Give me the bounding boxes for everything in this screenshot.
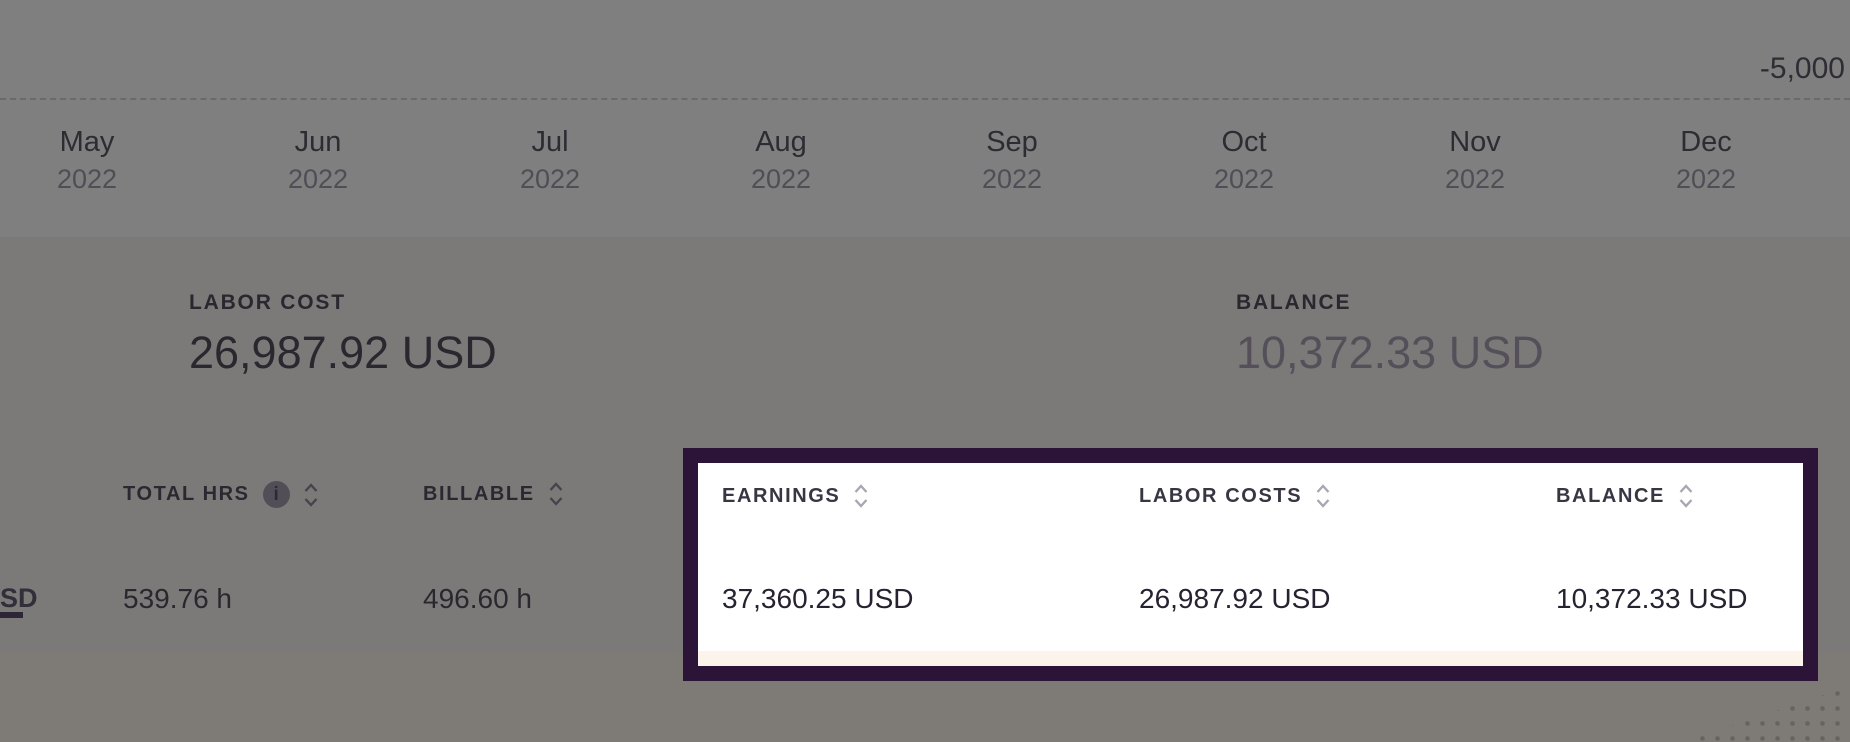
chart-y-axis-label: -5,000 (1759, 52, 1845, 85)
column-header-label: TOTAL HRS (123, 483, 250, 505)
month-year: 2022 (750, 164, 812, 194)
column-header-label: BALANCE (1556, 484, 1665, 507)
billable-cell: 496.60 h (423, 583, 532, 614)
month-name: Sep (986, 126, 1038, 158)
column-header-balance[interactable]: BALANCE (1556, 483, 1694, 509)
sort-icon[interactable] (853, 483, 869, 509)
x-axis-month-label: Oct 2022 (1164, 127, 1324, 193)
month-year: 2022 (56, 164, 118, 194)
labor-cost-stat: LABOR COST 26,987.92 USD (189, 291, 497, 379)
highlighted-table-region: EARNINGS LABOR COSTS BALANCE 37,360.25 U… (698, 463, 1803, 666)
month-name: Dec (1680, 126, 1732, 158)
x-axis-month-label: May 2022 (7, 127, 167, 193)
earnings-cell: 37,360.25 USD (722, 583, 914, 614)
x-axis-month-label: Nov 2022 (1395, 127, 1555, 193)
total-hrs-cell: 539.76 h (123, 583, 232, 614)
sort-icon[interactable] (303, 482, 319, 508)
x-axis-month-label: Jun 2022 (238, 127, 398, 193)
column-header-billable[interactable]: BILLABLE (423, 481, 564, 507)
x-axis-month-label: Jul 2022 (470, 127, 630, 193)
chart-gridline (0, 98, 1850, 100)
month-name: Jun (294, 126, 342, 158)
column-header-earnings[interactable]: EARNINGS (722, 483, 869, 509)
sort-icon[interactable] (1315, 483, 1331, 509)
labor-cost-label: LABOR COST (189, 291, 346, 314)
labor-costs-cell: 26,987.92 USD (1139, 583, 1331, 614)
tutorial-highlight-box: EARNINGS LABOR COSTS BALANCE 37,360.25 U… (683, 448, 1818, 681)
balance-cell: 10,372.33 USD (1556, 583, 1748, 614)
chart-section: -5,000 May 2022 Jun 2022 Jul 2022 Aug 20… (0, 0, 1850, 237)
column-header-label: EARNINGS (722, 484, 841, 507)
total-row-strip (698, 651, 1803, 666)
x-axis-month-label: Dec 2022 (1626, 127, 1786, 193)
month-year: 2022 (1444, 164, 1506, 194)
info-icon[interactable]: i (262, 481, 290, 508)
month-name: Nov (1449, 126, 1501, 158)
month-year: 2022 (981, 164, 1043, 194)
column-header-label: LABOR COSTS (1139, 484, 1303, 507)
currency-tab-usd[interactable]: SD (0, 583, 38, 613)
labor-cost-value: 26,987.92 USD (189, 327, 497, 378)
sort-icon[interactable] (1678, 483, 1694, 509)
month-year: 2022 (519, 164, 581, 194)
month-name: Jul (531, 126, 569, 158)
balance-value: 10,372.33 USD (1236, 327, 1544, 378)
month-name: Aug (755, 126, 807, 158)
month-year: 2022 (287, 164, 349, 194)
sort-icon[interactable] (548, 481, 564, 507)
month-name: May (59, 126, 115, 158)
column-header-labor-costs[interactable]: LABOR COSTS (1139, 483, 1331, 509)
currency-tab-active-underline (0, 612, 23, 618)
balance-stat: BALANCE 10,372.33 USD (1236, 291, 1544, 379)
month-name: Oct (1221, 126, 1267, 158)
x-axis-month-label: Aug 2022 (701, 127, 861, 193)
x-axis-month-label: Sep 2022 (932, 127, 1092, 193)
balance-label: BALANCE (1236, 291, 1352, 314)
month-year: 2022 (1213, 164, 1275, 194)
column-header-label: BILLABLE (423, 482, 535, 505)
month-year: 2022 (1675, 164, 1737, 194)
column-header-total-hrs[interactable]: TOTAL HRS i (123, 481, 319, 508)
